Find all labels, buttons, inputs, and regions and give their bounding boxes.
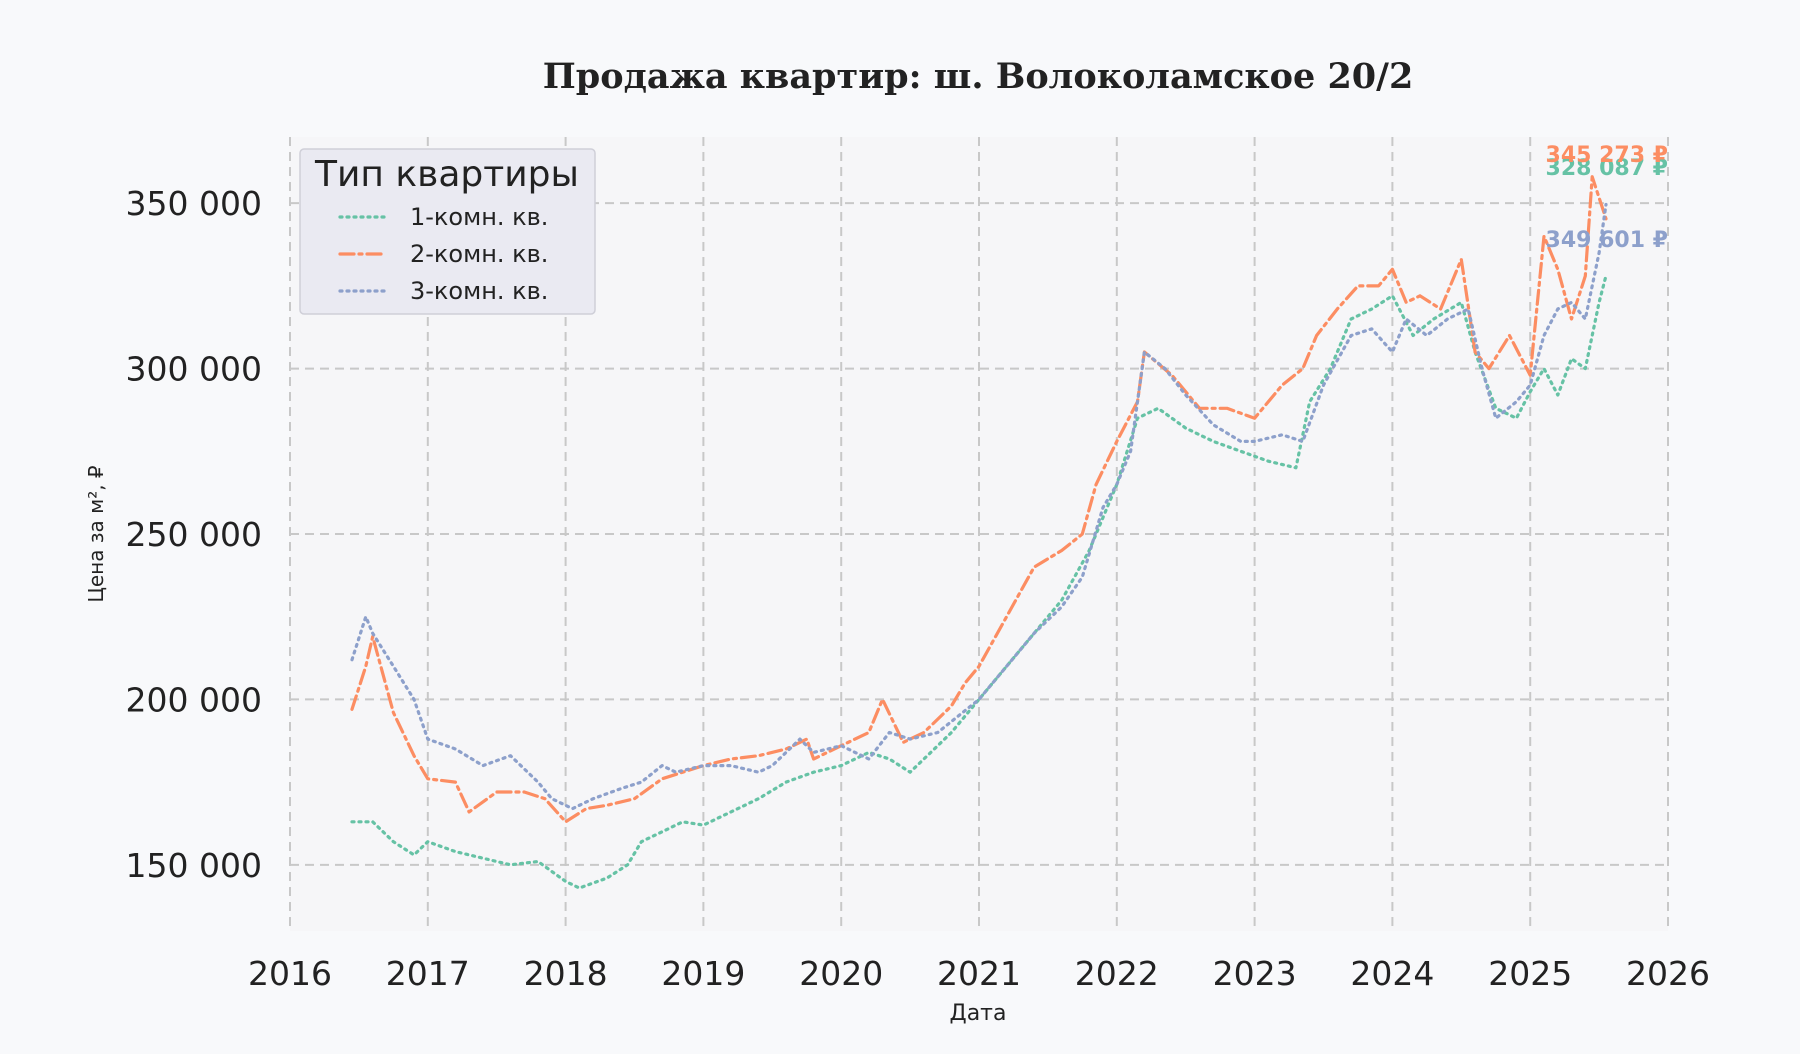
x-tick-label: 2018: [524, 954, 608, 993]
x-tick-label: 2024: [1350, 954, 1434, 993]
x-tick-label: 2017: [386, 954, 470, 993]
series-line: [350, 202, 1608, 811]
y-axis-label: Цена за м², ₽: [84, 465, 108, 603]
legend-label: 3-комн. кв.: [410, 277, 548, 305]
legend-items: 1-комн. кв. 2-комн. кв. 3-комн. кв.: [338, 203, 548, 305]
series-end-label: 328 087 ₽: [1546, 156, 1668, 181]
x-tick-label: 2021: [937, 954, 1021, 993]
legend-label: 2-комн. кв.: [410, 240, 548, 268]
y-tick-label: 250 000: [126, 515, 262, 554]
x-tick-label: 2016: [248, 954, 332, 993]
x-tick-label: 2022: [1075, 954, 1159, 993]
legend-title: Тип квартиры: [314, 154, 579, 195]
series-lines: [350, 175, 1608, 890]
series-end-label: 349 601 ₽: [1546, 228, 1668, 253]
x-tick-label: 2023: [1213, 954, 1297, 993]
y-tick-label: 150 000: [126, 846, 262, 885]
x-tick-label: 2020: [799, 954, 883, 993]
x-tick-label: 2025: [1488, 954, 1572, 993]
y-tick-label: 350 000: [126, 184, 262, 223]
chart-title: Продажа квартир: ш. Волоколамское 20/2: [543, 56, 1414, 97]
series-line: [350, 175, 1608, 824]
legend-label: 1-комн. кв.: [410, 203, 548, 231]
legend: Тип квартиры 1-комн. кв. 2-комн. кв. 3-ком…: [299, 148, 596, 315]
series-end-label: 345 273 ₽: [1546, 143, 1668, 168]
series-line: [350, 274, 1608, 890]
x-axis-label: Дата: [950, 1001, 1007, 1026]
x-tick-label: 2026: [1626, 954, 1710, 993]
y-tick-label: 300 000: [126, 350, 262, 389]
end-labels: 328 087 ₽345 273 ₽ 349 601 ₽: [1546, 143, 1668, 253]
axes: 2016 2017 2018 2019 2020 2021 2022 2023 2024 2025…: [126, 184, 1710, 993]
y-tick-label: 200 000: [126, 680, 262, 719]
x-tick-label: 2019: [661, 954, 745, 993]
legend-box: [299, 148, 596, 315]
